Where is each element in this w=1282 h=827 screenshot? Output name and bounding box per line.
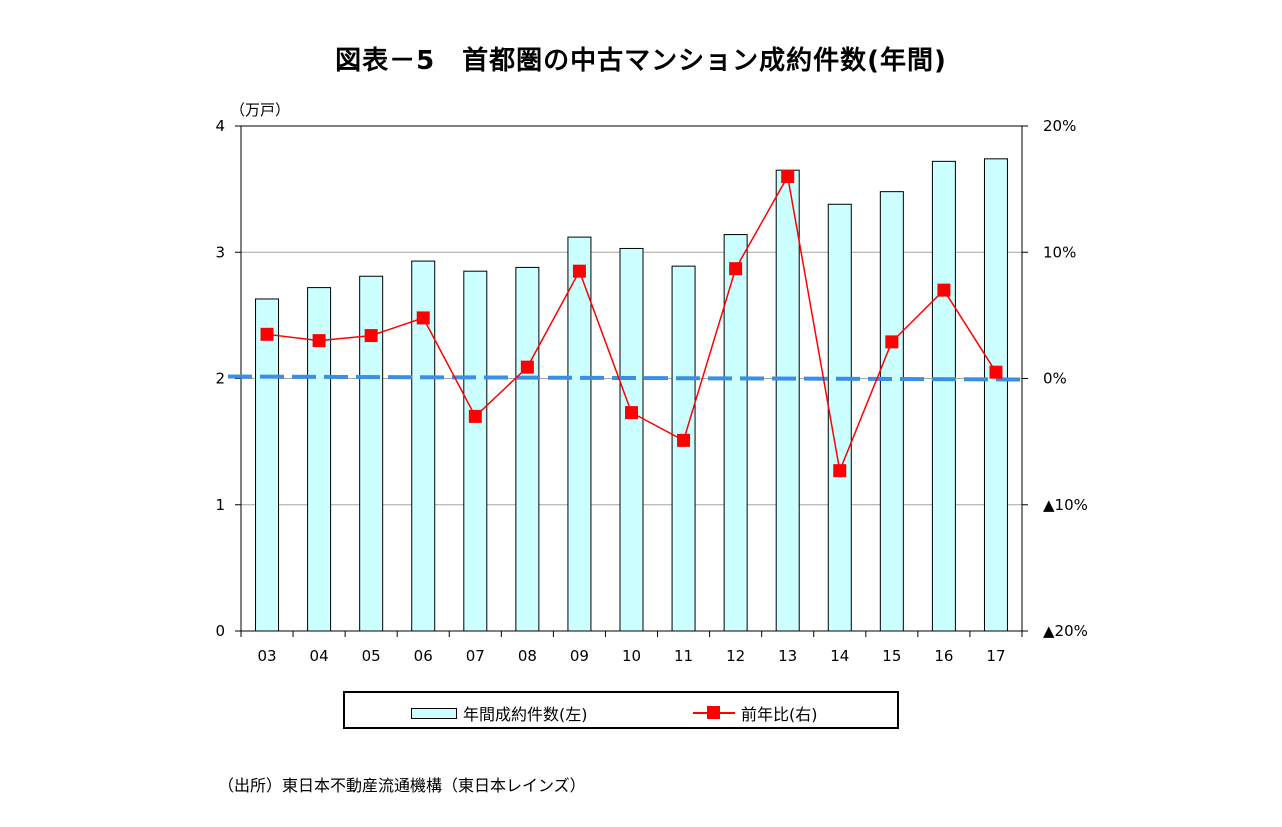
yoy-marker-16 bbox=[937, 283, 951, 297]
x-tick-label: 13 bbox=[778, 647, 797, 665]
yoy-marker-12 bbox=[729, 262, 743, 276]
right-tick-label: ▲20% bbox=[1043, 622, 1088, 640]
legend-item-line: 前年比(右) bbox=[693, 701, 818, 725]
bar-08 bbox=[515, 266, 540, 632]
x-tick-label: 11 bbox=[674, 647, 693, 665]
x-tick-label: 17 bbox=[986, 647, 1005, 665]
x-tick-label: 08 bbox=[518, 647, 537, 665]
left-tick-label: 1 bbox=[215, 496, 225, 514]
legend-label-line: 前年比(右) bbox=[741, 705, 818, 724]
bar-11 bbox=[671, 265, 696, 632]
legend-label-bars: 年間成約件数(左) bbox=[463, 705, 588, 724]
x-tick-label: 04 bbox=[310, 647, 329, 665]
bar-17 bbox=[983, 158, 1008, 632]
yoy-marker-05 bbox=[364, 329, 378, 343]
right-tick-label: 0% bbox=[1043, 370, 1067, 388]
x-tick-label: 10 bbox=[622, 647, 641, 665]
x-tick-label: 05 bbox=[362, 647, 381, 665]
bar-14 bbox=[827, 203, 852, 632]
x-tick-label: 06 bbox=[414, 647, 433, 665]
yoy-marker-15 bbox=[885, 335, 899, 349]
yoy-marker-11 bbox=[677, 433, 691, 447]
yoy-marker-10 bbox=[625, 406, 638, 420]
bar-05 bbox=[359, 275, 384, 632]
yoy-marker-14 bbox=[833, 464, 847, 478]
legend-line-swatch bbox=[693, 705, 735, 721]
x-tick-label: 07 bbox=[466, 647, 485, 665]
bar-04 bbox=[307, 287, 332, 632]
left-tick-label: 3 bbox=[215, 243, 225, 261]
bar-10 bbox=[619, 247, 644, 632]
bar-09 bbox=[567, 236, 592, 632]
x-tick-label: 16 bbox=[934, 647, 953, 665]
left-tick-label: 4 bbox=[215, 117, 225, 135]
x-tick-label: 09 bbox=[570, 647, 589, 665]
left-tick-label: 0 bbox=[215, 622, 225, 640]
left-tick-label: 2 bbox=[215, 370, 225, 388]
x-tick-label: 12 bbox=[726, 647, 745, 665]
legend-bar-swatch bbox=[411, 707, 457, 719]
zero-reference-line bbox=[227, 374, 1023, 382]
chart-legend: 年間成約件数(左) 前年比(右) bbox=[343, 691, 899, 729]
right-tick-label: ▲10% bbox=[1043, 496, 1088, 514]
bar-03 bbox=[255, 298, 280, 632]
bar-15 bbox=[879, 191, 904, 632]
bar-16 bbox=[931, 160, 956, 632]
chart-title: 図表－5 首都圏の中古マンション成約件数(年間) bbox=[335, 46, 947, 76]
x-tick-label: 15 bbox=[882, 647, 901, 665]
yoy-marker-03 bbox=[260, 327, 274, 341]
right-tick-label: 10% bbox=[1043, 243, 1076, 261]
right-tick-label: 20% bbox=[1043, 117, 1076, 135]
x-tick-label: 14 bbox=[830, 647, 849, 665]
left-axis-unit: （万戸） bbox=[230, 101, 291, 119]
yoy-marker-09 bbox=[572, 264, 586, 278]
yoy-marker-13 bbox=[781, 170, 795, 183]
yoy-marker-04 bbox=[312, 334, 326, 348]
yoy-marker-08 bbox=[520, 360, 534, 374]
bar-12 bbox=[723, 234, 748, 632]
source-note: （出所）東日本不動産流通機構（東日本レインズ） bbox=[218, 776, 586, 795]
x-tick-label: 03 bbox=[257, 647, 276, 665]
yoy-marker-06 bbox=[416, 311, 430, 325]
bar-06 bbox=[411, 260, 436, 632]
bar-13 bbox=[775, 169, 800, 632]
yoy-marker-17 bbox=[989, 365, 1003, 379]
yoy-marker-07 bbox=[468, 409, 482, 423]
legend-item-bars: 年間成約件数(左) bbox=[411, 701, 588, 725]
bar-07 bbox=[463, 270, 488, 632]
